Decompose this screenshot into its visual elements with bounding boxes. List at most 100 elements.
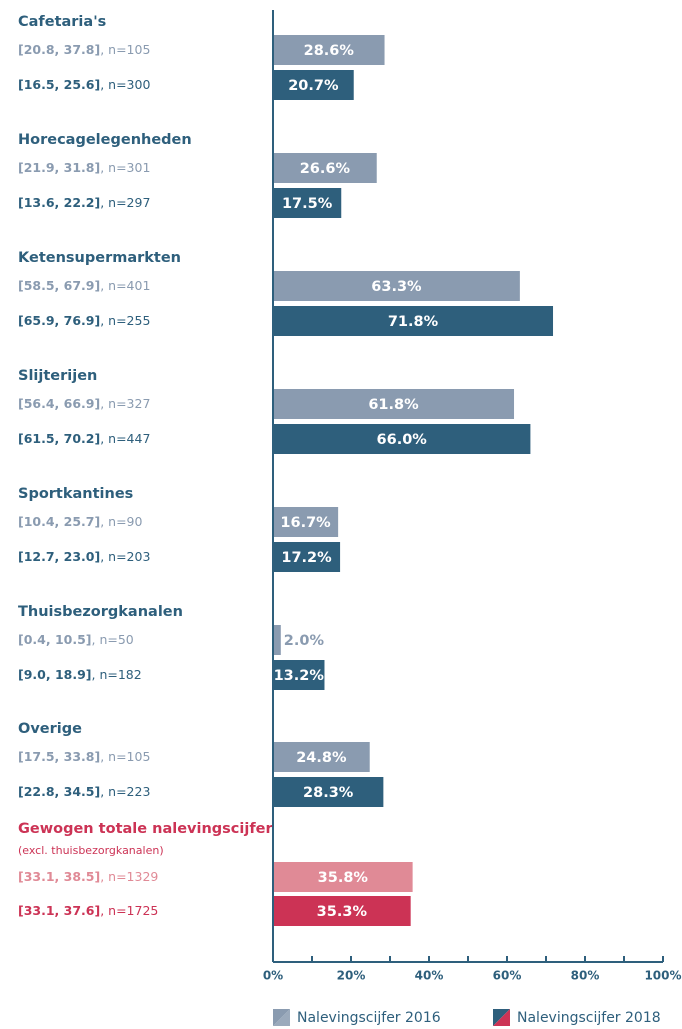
interval-label: [16.5, 25.6], n=300: [18, 77, 150, 92]
sample-size: , n=90: [100, 514, 142, 529]
x-tick-label: 40%: [415, 969, 444, 983]
legend-label: Nalevingscijfer 2018: [517, 1010, 661, 1026]
interval: [12.7, 23.0]: [18, 549, 100, 564]
value-label: 66.0%: [377, 432, 428, 448]
bar: [273, 271, 520, 301]
value-label: 24.8%: [296, 750, 347, 766]
x-tick-label: 100%: [644, 969, 681, 983]
sample-size: , n=297: [100, 195, 150, 210]
bar: [273, 70, 354, 100]
interval: [56.4, 66.9]: [18, 396, 100, 411]
value-label: 16.7%: [280, 515, 331, 531]
value-label: 63.3%: [371, 279, 422, 295]
value-label: 17.2%: [281, 550, 332, 566]
interval-label: [9.0, 18.9], n=182: [18, 667, 142, 682]
bar: [273, 153, 377, 183]
bar: [273, 777, 384, 807]
bar: [273, 660, 325, 690]
value-label: 17.5%: [282, 196, 333, 212]
x-tick-label: 20%: [337, 969, 366, 983]
value-label: 35.3%: [317, 904, 368, 920]
interval-label: [33.1, 38.5], n=1329: [18, 869, 158, 884]
interval-label: [33.1, 37.6], n=1725: [18, 903, 158, 918]
interval-label: [17.5, 33.8], n=105: [18, 749, 150, 764]
bar: [273, 862, 413, 892]
sample-size: , n=50: [92, 632, 134, 647]
bar: [273, 35, 385, 65]
bar: [273, 188, 342, 218]
value-label: 28.6%: [304, 43, 355, 59]
bar: [273, 542, 341, 572]
legend-swatch: [493, 1009, 510, 1026]
value-label: 61.8%: [368, 397, 419, 413]
bar: [273, 742, 370, 772]
interval-label: [12.7, 23.0], n=203: [18, 549, 150, 564]
category-title: Overige: [18, 721, 82, 737]
interval: [61.5, 70.2]: [18, 431, 100, 446]
sample-size: , n=327: [100, 396, 150, 411]
interval: [33.1, 37.6]: [18, 903, 100, 918]
value-label: 26.6%: [300, 161, 351, 177]
interval-label: [56.4, 66.9], n=327: [18, 396, 150, 411]
bar: [273, 896, 411, 926]
category-title: Thuisbezorgkanalen: [18, 604, 183, 620]
sample-size: , n=223: [100, 784, 150, 799]
category-title: Cafetaria's: [18, 14, 106, 30]
interval-label: [21.9, 31.8], n=301: [18, 160, 150, 175]
sample-size: , n=1725: [100, 903, 158, 918]
sample-size: , n=300: [100, 77, 150, 92]
value-label: 13.2%: [274, 668, 325, 684]
category-note: (excl. thuisbezorgkanalen): [18, 844, 164, 857]
sample-size: , n=105: [100, 749, 150, 764]
category-title: Horecagelegenheden: [18, 132, 192, 148]
interval: [9.0, 18.9]: [18, 667, 92, 682]
value-label: 28.3%: [303, 785, 354, 801]
interval-label: [20.8, 37.8], n=105: [18, 42, 150, 57]
sample-size: , n=301: [100, 160, 150, 175]
interval: [16.5, 25.6]: [18, 77, 100, 92]
category-title: Ketensupermarkten: [18, 250, 181, 266]
x-tick-label: 60%: [493, 969, 522, 983]
bar: [273, 507, 339, 537]
sample-size: , n=1329: [100, 869, 158, 884]
category-title: Sportkantines: [18, 486, 133, 502]
legend-label: Nalevingscijfer 2016: [297, 1010, 441, 1026]
interval: [10.4, 25.7]: [18, 514, 100, 529]
sample-size: , n=182: [92, 667, 142, 682]
interval-label: [61.5, 70.2], n=447: [18, 431, 150, 446]
category-title: Slijterijen: [18, 368, 97, 384]
interval-label: [10.4, 25.7], n=90: [18, 514, 143, 529]
bar: [273, 306, 554, 336]
sample-size: , n=105: [100, 42, 150, 57]
value-label: 71.8%: [388, 314, 439, 330]
interval: [33.1, 38.5]: [18, 869, 100, 884]
interval: [58.5, 67.9]: [18, 278, 100, 293]
sample-size: , n=401: [100, 278, 150, 293]
value-label: 2.0%: [284, 633, 325, 649]
value-label: 35.8%: [318, 870, 369, 886]
interval: [21.9, 31.8]: [18, 160, 100, 175]
interval-label: [13.6, 22.2], n=297: [18, 195, 150, 210]
bar: [273, 625, 281, 655]
interval-label: [65.9, 76.9], n=255: [18, 313, 150, 328]
bar: [273, 389, 515, 419]
category-title: Gewogen totale nalevingscijfer: [18, 821, 273, 837]
interval-label: [58.5, 67.9], n=401: [18, 278, 150, 293]
interval: [13.6, 22.2]: [18, 195, 100, 210]
interval: [22.8, 34.5]: [18, 784, 100, 799]
interval: [17.5, 33.8]: [18, 749, 100, 764]
interval: [20.8, 37.8]: [18, 42, 100, 57]
interval-label: [22.8, 34.5], n=223: [18, 784, 150, 799]
interval-label: [0.4, 10.5], n=50: [18, 632, 134, 647]
sample-size: , n=203: [100, 549, 150, 564]
x-tick-label: 0%: [263, 969, 283, 983]
x-tick-label: 80%: [571, 969, 600, 983]
sample-size: , n=447: [100, 431, 150, 446]
interval: [0.4, 10.5]: [18, 632, 92, 647]
sample-size: , n=255: [100, 313, 150, 328]
legend-swatch: [273, 1009, 290, 1026]
interval: [65.9, 76.9]: [18, 313, 100, 328]
bar: [273, 424, 531, 454]
value-label: 20.7%: [288, 78, 339, 94]
